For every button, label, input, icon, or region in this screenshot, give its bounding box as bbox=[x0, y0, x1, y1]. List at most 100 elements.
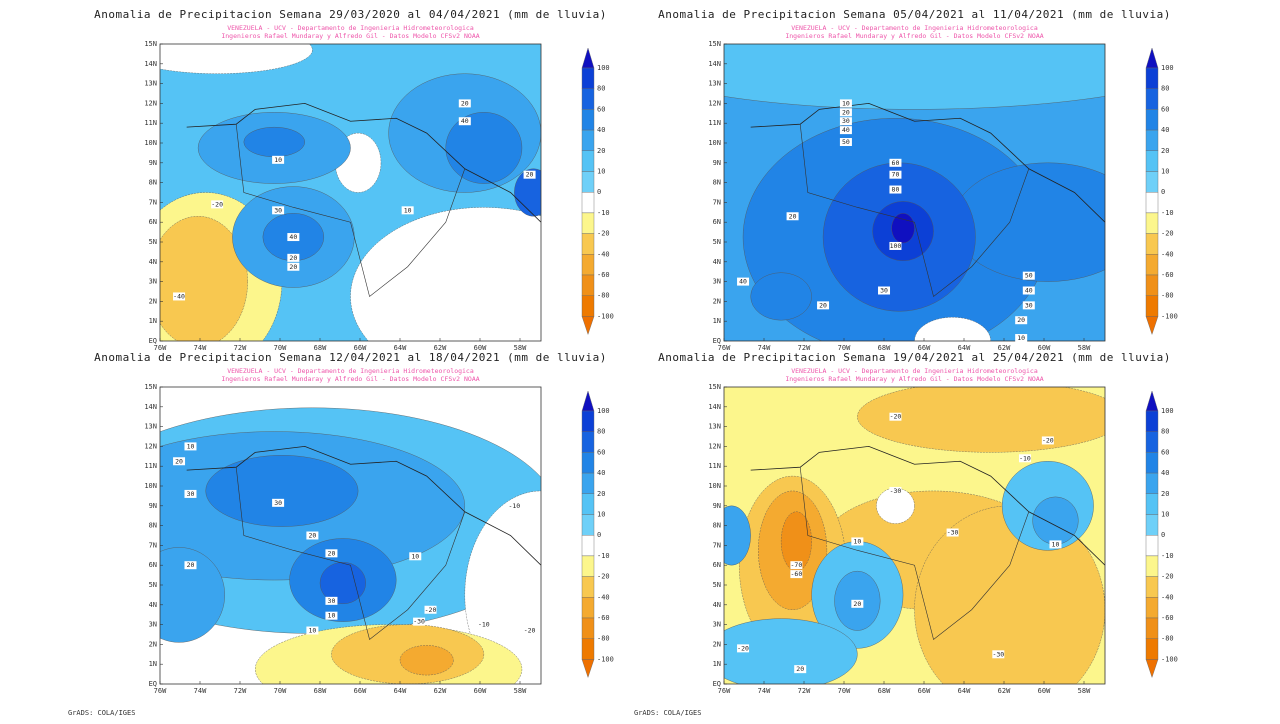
colorbar-segment bbox=[1145, 514, 1159, 536]
lat-label: 9N bbox=[149, 159, 157, 167]
field-region bbox=[750, 272, 812, 321]
colorbar-label: 100 bbox=[597, 64, 610, 72]
contour-label: 20 bbox=[187, 561, 195, 569]
lat-label: 2N bbox=[713, 297, 721, 305]
field-region bbox=[160, 547, 225, 643]
lat-label: 13N bbox=[144, 423, 157, 431]
colorbar-label: -60 bbox=[597, 614, 610, 622]
lat-label: 4N bbox=[149, 601, 157, 609]
coastline bbox=[750, 445, 1105, 566]
contour-label: -10 bbox=[478, 621, 490, 629]
lat-label: 15N bbox=[144, 40, 157, 48]
lon-label: 76W bbox=[154, 344, 167, 352]
contour-label: -20 bbox=[425, 606, 437, 614]
field-region bbox=[724, 44, 1105, 110]
lon-label: 60W bbox=[474, 344, 487, 352]
contour-label-box bbox=[794, 665, 807, 674]
colorbar-segment bbox=[1145, 597, 1159, 619]
lat-label: 12N bbox=[708, 442, 721, 450]
contour-label-box bbox=[1015, 316, 1028, 325]
lat-label: 8N bbox=[713, 522, 721, 530]
contour-label: 40 bbox=[461, 117, 469, 125]
lat-label: 15N bbox=[144, 383, 157, 391]
contour-label-box bbox=[1041, 436, 1054, 445]
lon-label: 62W bbox=[998, 344, 1011, 352]
colorbar-cap bbox=[581, 316, 595, 336]
colorbar-segment bbox=[581, 171, 595, 193]
colorbar-label: 0 bbox=[597, 531, 601, 539]
lon-label: 76W bbox=[718, 687, 731, 695]
colorbar-label: 60 bbox=[1161, 448, 1169, 456]
colorbar-label: -60 bbox=[1161, 614, 1174, 622]
lat-label: 2N bbox=[149, 640, 157, 648]
lat-label: 12N bbox=[144, 442, 157, 450]
field-region bbox=[952, 162, 1105, 282]
contour-label-box bbox=[1022, 301, 1035, 310]
contour-label-box bbox=[790, 570, 803, 579]
contour-label-box bbox=[306, 626, 319, 635]
contour-label-box bbox=[325, 596, 338, 605]
lat-label: 9N bbox=[713, 502, 721, 510]
lon-label: 66W bbox=[918, 687, 931, 695]
field-region bbox=[876, 487, 915, 524]
colorbar-segment bbox=[581, 597, 595, 619]
colorbar-label: -10 bbox=[1161, 209, 1174, 217]
contour-label: -30 bbox=[947, 529, 959, 537]
contour-label-box bbox=[790, 561, 803, 570]
contour-label-box bbox=[173, 457, 186, 466]
contour-label: 20 bbox=[308, 532, 316, 540]
lon-label: 74W bbox=[758, 687, 771, 695]
colorbar-label: -20 bbox=[1161, 573, 1174, 581]
colorbar-segment bbox=[1145, 472, 1159, 495]
contour-label: 20 bbox=[1017, 316, 1025, 324]
contour-label: 10 bbox=[308, 627, 316, 635]
colorbar-segment bbox=[1145, 274, 1159, 296]
contour-label-box bbox=[889, 158, 902, 167]
lat-label: 7N bbox=[149, 198, 157, 206]
colorbar-label: 40 bbox=[597, 126, 605, 134]
lat-label: 5N bbox=[149, 238, 157, 246]
lat-label: 7N bbox=[713, 198, 721, 206]
contour-label-box bbox=[272, 498, 285, 507]
colorbar-label: 10 bbox=[1161, 168, 1169, 176]
lon-label: 66W bbox=[918, 344, 931, 352]
contour-label: -40 bbox=[173, 292, 185, 300]
colorbar-label: 80 bbox=[1161, 428, 1169, 436]
lon-label: 76W bbox=[718, 344, 731, 352]
contour-label-box bbox=[211, 200, 224, 209]
lon-label: 70W bbox=[838, 687, 851, 695]
colorbar-cap bbox=[581, 659, 595, 679]
contour-label: -20 bbox=[890, 413, 902, 421]
colorbar-label: -20 bbox=[597, 230, 610, 238]
colorbar-label: -100 bbox=[1161, 655, 1178, 663]
contour-label: -20 bbox=[524, 627, 536, 635]
lat-label: 6N bbox=[713, 561, 721, 569]
colorbar-cap bbox=[581, 47, 595, 69]
field-region bbox=[514, 168, 541, 217]
field-region bbox=[891, 213, 915, 244]
contour-label: 20 bbox=[175, 457, 183, 465]
contour-label-box bbox=[184, 442, 197, 451]
contour-label: 60 bbox=[892, 159, 900, 167]
contour-label: -30 bbox=[992, 650, 1004, 658]
colorbar-label: 100 bbox=[597, 407, 610, 415]
map-field bbox=[160, 387, 541, 684]
contour-label: 30 bbox=[1025, 301, 1033, 309]
lat-label: EQ bbox=[713, 680, 721, 688]
colorbar-label: -40 bbox=[597, 250, 610, 258]
lat-label: 11N bbox=[144, 462, 157, 470]
lon-label: 58W bbox=[514, 344, 527, 352]
map-field bbox=[160, 44, 541, 341]
contour-label-box bbox=[889, 486, 902, 495]
lat-label: 6N bbox=[713, 218, 721, 226]
contour-label-box bbox=[458, 117, 471, 126]
contour-label-box bbox=[458, 99, 471, 108]
lat-label: 9N bbox=[713, 159, 721, 167]
map-frame bbox=[723, 43, 1106, 342]
lon-label: 72W bbox=[798, 687, 811, 695]
lon-label: 68W bbox=[314, 687, 327, 695]
colorbar-label: 40 bbox=[597, 469, 605, 477]
lon-label: 58W bbox=[1078, 687, 1091, 695]
contour-label-box bbox=[1018, 454, 1031, 463]
contour-label-box bbox=[817, 301, 830, 310]
